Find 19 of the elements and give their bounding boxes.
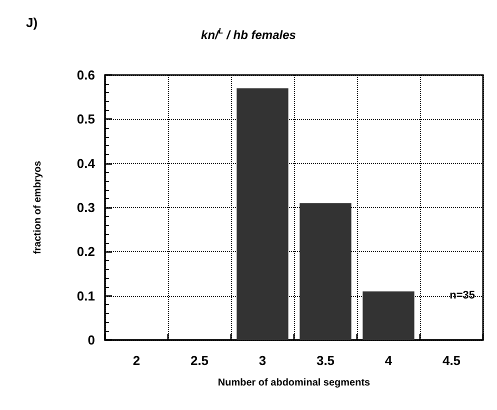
y-tick-label: 0.3 xyxy=(76,200,95,215)
bar xyxy=(300,203,352,340)
y-tick-label: 0.5 xyxy=(76,112,95,127)
x-tick-label: 2 xyxy=(132,353,140,368)
x-tick-label: 4.5 xyxy=(442,353,461,368)
x-tick-label: 4 xyxy=(384,353,393,368)
y-tick-label: 0 xyxy=(88,332,95,348)
x-tick-label: 3.5 xyxy=(316,353,335,368)
y-tick-label: 0.2 xyxy=(76,244,95,260)
y-tick-label: 0.1 xyxy=(76,288,95,304)
text: J) xyxy=(26,15,38,30)
x-tick-label: 3 xyxy=(258,353,266,368)
x-tick-label: 2.5 xyxy=(190,353,209,368)
y-tick-label: 0.4 xyxy=(76,156,96,171)
bar xyxy=(236,88,288,340)
x-axis-title: Number of abdominal segments xyxy=(218,378,371,388)
bar xyxy=(362,291,414,340)
y-axis-title: fraction of embryos xyxy=(32,160,44,254)
y-tick-label: 0.6 xyxy=(76,68,95,82)
